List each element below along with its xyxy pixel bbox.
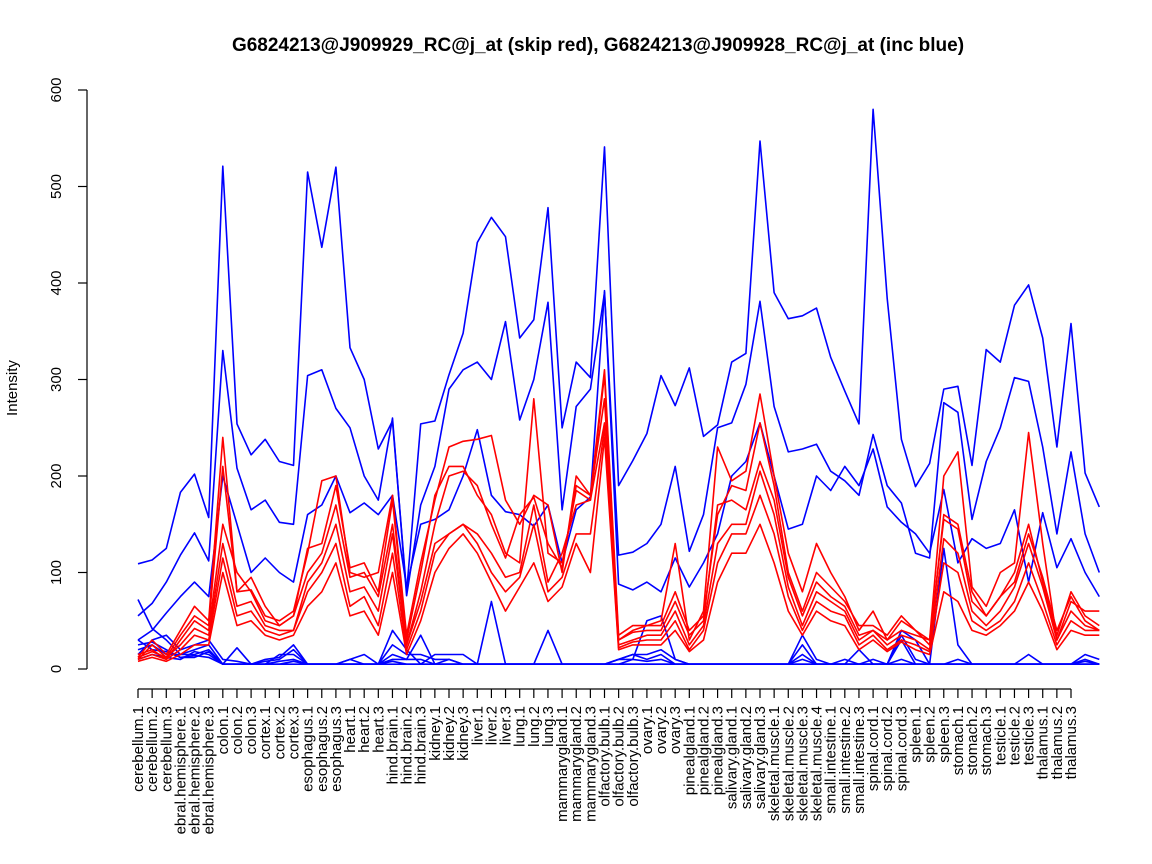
y-tick-label: 500 xyxy=(48,174,65,199)
x-tick-label: ebral.hemisphere.2 xyxy=(187,706,204,834)
x-tick-label: mammarygland.3 xyxy=(582,706,599,822)
x-tick-label: stomach.1 xyxy=(950,706,967,775)
x-tick-label: colon.3 xyxy=(243,706,260,754)
x-tick-label: esophagus.3 xyxy=(328,706,345,792)
x-tick-label: ovary.2 xyxy=(653,706,670,754)
x-tick-label: mammarygland.2 xyxy=(568,706,585,822)
y-tick-label: 0 xyxy=(48,665,65,673)
x-tick-label: skeletal.muscle.3 xyxy=(794,706,811,821)
x-tick-label: testicle.1 xyxy=(992,706,1009,765)
x-tick-label: cerebellum.2 xyxy=(144,706,161,792)
y-axis-label: Intensity xyxy=(4,360,21,416)
x-tick-label: pinealgland.2 xyxy=(695,706,712,795)
x-tick-label: kidney.2 xyxy=(441,706,458,761)
series-line-red-1 xyxy=(137,368,1100,658)
x-tick-label: ovary.3 xyxy=(667,706,684,754)
x-axis: cerebellum.1cerebellum.2cerebellum.3ebra… xyxy=(130,688,1080,834)
x-tick-label: esophagus.1 xyxy=(300,706,317,792)
x-tick-label: olfactory.bulb.3 xyxy=(625,706,642,807)
x-tick-label: skeletal.muscle.4 xyxy=(809,706,826,821)
x-tick-label: ovary.1 xyxy=(639,706,656,754)
series-line-red-6 xyxy=(137,436,1100,663)
series-group xyxy=(137,108,1101,666)
x-tick-label: esophagus.2 xyxy=(314,706,331,792)
x-tick-label: cerebellum.1 xyxy=(130,706,147,792)
x-tick-label: liver.3 xyxy=(498,706,515,745)
x-tick-label: heart.1 xyxy=(342,706,359,753)
x-tick-label: colon.1 xyxy=(215,706,232,754)
x-tick-label: thalamus.3 xyxy=(1063,706,1080,779)
x-tick-label: lung.1 xyxy=(512,706,529,747)
x-tick-label: lung.3 xyxy=(540,706,557,747)
series-line-red-2 xyxy=(137,373,1100,660)
x-tick-label: spinal.cord.1 xyxy=(865,706,882,791)
x-tick-label: spinal.cord.3 xyxy=(893,706,910,791)
x-tick-label: kidney.3 xyxy=(455,706,472,761)
x-tick-label: ebral.hemisphere.3 xyxy=(201,706,218,834)
x-tick-label: salivary.gland.1 xyxy=(724,706,741,809)
x-tick-label: small.intestine.3 xyxy=(851,706,868,814)
x-tick-label: spleen.2 xyxy=(922,706,939,763)
x-tick-label: heart.3 xyxy=(370,706,387,753)
x-tick-label: stomach.3 xyxy=(978,706,995,775)
x-tick-label: thalamus.2 xyxy=(1049,706,1066,779)
x-tick-label: liver.1 xyxy=(469,706,486,745)
chart-title: G6824213@J909929_RC@j_at (skip red), G68… xyxy=(232,35,964,56)
x-tick-label: cortex.2 xyxy=(271,706,288,759)
x-tick-label: mammarygland.1 xyxy=(554,706,571,822)
y-tick-label: 100 xyxy=(48,560,65,585)
x-tick-label: cortex.1 xyxy=(257,706,274,759)
x-tick-label: pinealgland.1 xyxy=(681,706,698,795)
x-tick-label: testicle.3 xyxy=(1021,706,1038,765)
y-tick-label: 600 xyxy=(48,77,65,102)
x-tick-label: spleen.3 xyxy=(936,706,953,763)
x-tick-label: kidney.1 xyxy=(427,706,444,761)
y-tick-label: 300 xyxy=(48,367,65,392)
series-line-blue-3 xyxy=(137,289,1100,641)
x-tick-label: cerebellum.3 xyxy=(158,706,175,792)
x-tick-label: olfactory.bulb.1 xyxy=(597,706,614,807)
x-tick-label: testicle.2 xyxy=(1006,706,1023,765)
x-tick-label: stomach.2 xyxy=(964,706,981,775)
series-line-blue-2 xyxy=(137,291,1101,617)
x-tick-label: cortex.3 xyxy=(286,706,303,759)
x-tick-label: salivary.gland.2 xyxy=(738,706,755,809)
x-tick-label: olfactory.bulb.2 xyxy=(611,706,628,807)
x-tick-label: skeletal.muscle.1 xyxy=(766,706,783,821)
x-tick-label: lung.2 xyxy=(526,706,543,747)
series-line-blue-9 xyxy=(137,639,1100,666)
y-tick-label: 400 xyxy=(48,270,65,295)
x-tick-label: spinal.cord.2 xyxy=(879,706,896,791)
x-tick-label: small.intestine.2 xyxy=(837,706,854,814)
x-tick-label: thalamus.1 xyxy=(1035,706,1052,779)
y-tick-label: 200 xyxy=(48,463,65,488)
x-tick-label: spleen.1 xyxy=(908,706,925,763)
x-tick-label: colon.2 xyxy=(229,706,246,754)
x-tick-label: pinealgland.3 xyxy=(710,706,727,795)
x-tick-label: ebral.hemisphere.1 xyxy=(172,706,189,834)
y-axis: 0 100 200 300 400 500 600 xyxy=(48,77,88,673)
x-tick-label: hind.brain.2 xyxy=(399,706,416,784)
x-tick-label: skeletal.muscle.2 xyxy=(780,706,797,821)
x-tick-label: heart.2 xyxy=(356,706,373,753)
x-tick-label: salivary.gland.3 xyxy=(752,706,769,809)
series-line-blue-1 xyxy=(137,108,1101,593)
x-tick-label: hind.brain.3 xyxy=(413,706,430,784)
x-tick-label: small.intestine.1 xyxy=(823,706,840,814)
x-tick-label: liver.2 xyxy=(483,706,500,745)
x-tick-label: hind.brain.1 xyxy=(384,706,401,784)
